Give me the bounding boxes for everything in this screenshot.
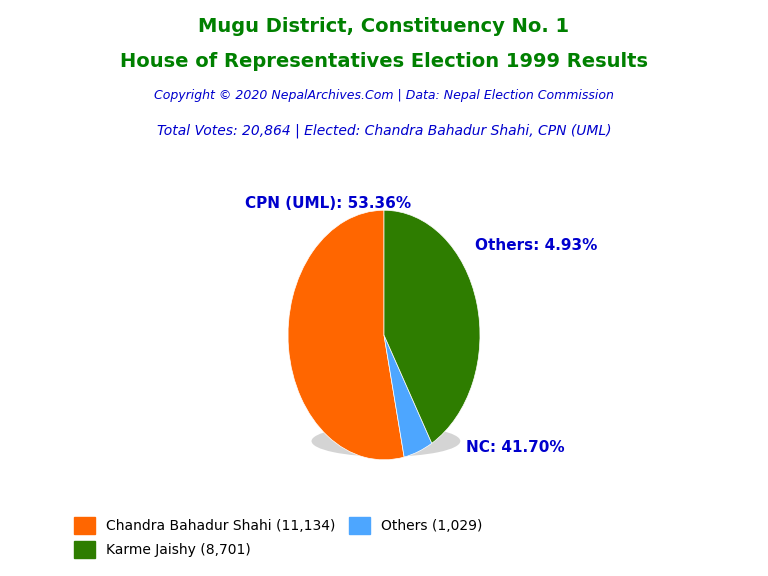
Text: NC: 41.70%: NC: 41.70% [465,440,564,455]
Text: Others: 4.93%: Others: 4.93% [475,238,598,253]
Legend: Chandra Bahadur Shahi (11,134), Karme Jaishy (8,701), Others (1,029): Chandra Bahadur Shahi (11,134), Karme Ja… [68,511,488,563]
Wedge shape [384,335,432,457]
Text: CPN (UML): 53.36%: CPN (UML): 53.36% [245,196,411,211]
Text: Copyright © 2020 NepalArchives.Com | Data: Nepal Election Commission: Copyright © 2020 NepalArchives.Com | Dat… [154,89,614,103]
Ellipse shape [312,426,460,457]
Text: Total Votes: 20,864 | Elected: Chandra Bahadur Shahi, CPN (UML): Total Votes: 20,864 | Elected: Chandra B… [157,124,611,138]
Wedge shape [288,210,404,460]
Text: House of Representatives Election 1999 Results: House of Representatives Election 1999 R… [120,52,648,71]
Wedge shape [384,210,480,444]
Text: Mugu District, Constituency No. 1: Mugu District, Constituency No. 1 [198,17,570,36]
